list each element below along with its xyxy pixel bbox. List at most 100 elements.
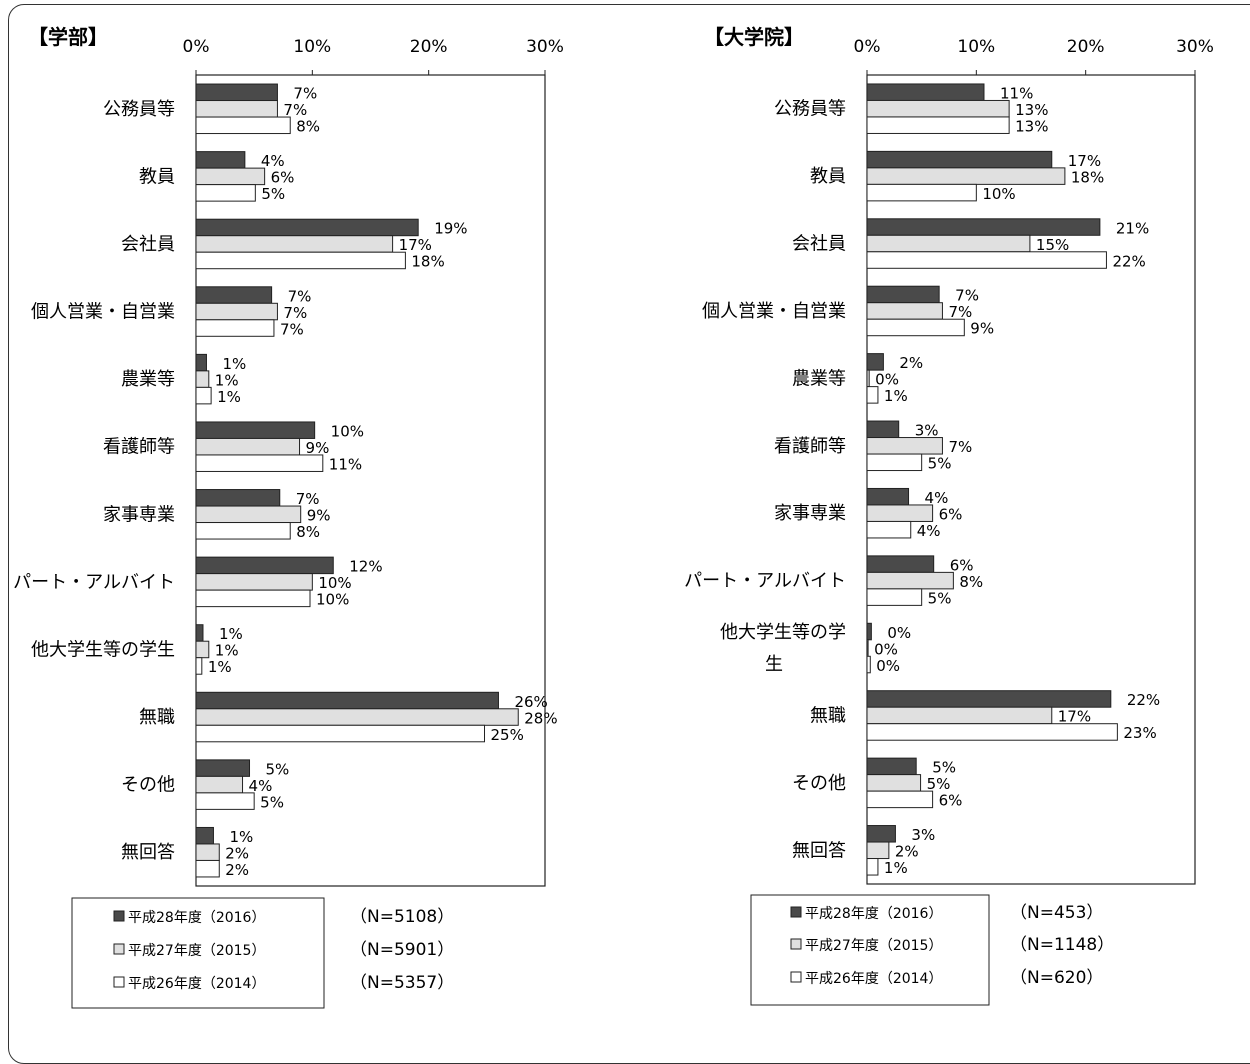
bar-series-2	[866, 790, 934, 809]
bar-series-0	[866, 218, 1101, 236]
data-label: 7%	[955, 287, 979, 305]
bar-series-2	[195, 116, 291, 135]
bar-series-2	[195, 657, 203, 675]
data-label: 1%	[217, 388, 241, 406]
data-label: 17%	[399, 236, 432, 254]
x-tick-label: 0%	[854, 37, 881, 57]
category-label: 公務員等	[774, 99, 846, 120]
data-label: 7%	[296, 490, 320, 508]
data-label: 13%	[1015, 117, 1048, 135]
bar-series-0	[195, 83, 278, 102]
bar-series-1	[195, 302, 278, 321]
bar-series-1	[195, 640, 210, 659]
data-label: 7%	[280, 320, 304, 338]
bar-series-0	[866, 285, 940, 304]
legend-entry: 平成27年度（2015）	[805, 938, 942, 954]
x-tick-label: 10%	[293, 37, 331, 57]
bar-series-1	[866, 639, 869, 657]
data-label: 7%	[283, 101, 307, 119]
data-label: 8%	[296, 523, 320, 541]
data-label: 9%	[970, 320, 994, 338]
data-label: 26%	[514, 693, 547, 711]
chart-title: 【学部】	[28, 25, 108, 49]
bar-series-2	[866, 386, 879, 404]
data-label: 1%	[222, 355, 246, 373]
data-label: 9%	[306, 439, 330, 457]
data-label: 19%	[434, 220, 467, 238]
data-label: 6%	[939, 505, 963, 523]
bar-series-1	[195, 167, 266, 186]
bar-series-0	[195, 151, 246, 169]
data-label: 4%	[249, 777, 273, 795]
category-label: 無回答	[121, 842, 175, 863]
data-label: 3%	[915, 422, 939, 440]
category-label: 農業等	[792, 368, 846, 389]
data-label: 9%	[307, 507, 331, 525]
category-label: その他	[121, 775, 175, 796]
bar-series-0	[866, 420, 900, 439]
data-label: 4%	[925, 489, 949, 507]
bar-series-0	[866, 555, 935, 573]
bar-series-0	[195, 556, 334, 575]
bar-series-0	[195, 286, 273, 304]
data-label: 4%	[261, 152, 285, 170]
bar-series-0	[195, 421, 316, 439]
data-label: 22%	[1112, 252, 1145, 270]
x-tick-label: 30%	[1176, 37, 1214, 57]
bar-series-1	[866, 841, 890, 860]
legend-entry: 平成27年度（2015）	[128, 943, 265, 959]
category-label: 無職	[810, 705, 846, 726]
category-label: 家事専業	[103, 504, 175, 525]
bar-series-1	[866, 99, 1010, 118]
sample-size-label: （N=5357）	[350, 973, 454, 993]
data-label: 7%	[283, 304, 307, 322]
data-label: 15%	[1036, 236, 1069, 254]
sample-size-label: （N=5901）	[350, 940, 454, 960]
bar-series-0	[195, 218, 419, 237]
bar-series-0	[195, 624, 204, 642]
data-label: 8%	[296, 118, 320, 136]
data-label: 10%	[982, 185, 1015, 203]
category-label: 会社員	[121, 234, 175, 255]
bar-series-0	[195, 489, 281, 507]
plot-area-frame	[866, 74, 1196, 885]
data-label: 6%	[271, 169, 295, 187]
data-label: 7%	[948, 438, 972, 456]
bar-series-2	[195, 319, 275, 337]
bar-series-2	[195, 251, 406, 270]
legend-entry: 平成26年度（2014）	[805, 971, 942, 987]
data-label: 5%	[260, 793, 284, 811]
legend-swatch	[113, 976, 125, 988]
data-label: 7%	[288, 287, 312, 305]
category-label: パート・アルバイト	[13, 572, 175, 593]
category-label: 他大学生等の学生	[31, 639, 175, 660]
data-label: 4%	[917, 522, 941, 540]
bar-series-1	[866, 774, 922, 792]
category-label: パート・アルバイト	[684, 571, 846, 592]
data-label: 1%	[215, 371, 239, 389]
bar-series-0	[195, 759, 251, 777]
bar-series-2	[195, 724, 486, 743]
data-label: 21%	[1116, 219, 1149, 237]
data-label: 1%	[219, 625, 243, 643]
legend-entry: 平成28年度（2016）	[805, 906, 942, 922]
chart-graduate: 【大学院】 0% 10% 20% 30%公務員等11%13%13%教員17%18%10%…	[684, 25, 1214, 1006]
legend-entry: 平成28年度（2016）	[128, 910, 265, 926]
data-label: 2%	[895, 843, 919, 861]
category-label: 家事専業	[774, 503, 846, 524]
bar-series-2	[866, 183, 977, 202]
category-label: 無回答	[792, 840, 846, 861]
bar-series-0	[866, 690, 1112, 708]
data-label: 2%	[225, 844, 249, 862]
data-label: 6%	[939, 792, 963, 810]
bar-series-1	[195, 573, 313, 591]
data-label: 0%	[887, 624, 911, 642]
data-label: 1%	[884, 859, 908, 877]
bar-series-1	[195, 235, 394, 253]
data-label: 7%	[948, 303, 972, 321]
data-label: 1%	[215, 642, 239, 660]
category-label: 個人営業・自営業	[702, 301, 846, 322]
data-label: 7%	[293, 85, 317, 103]
bar-series-1	[866, 167, 1066, 185]
